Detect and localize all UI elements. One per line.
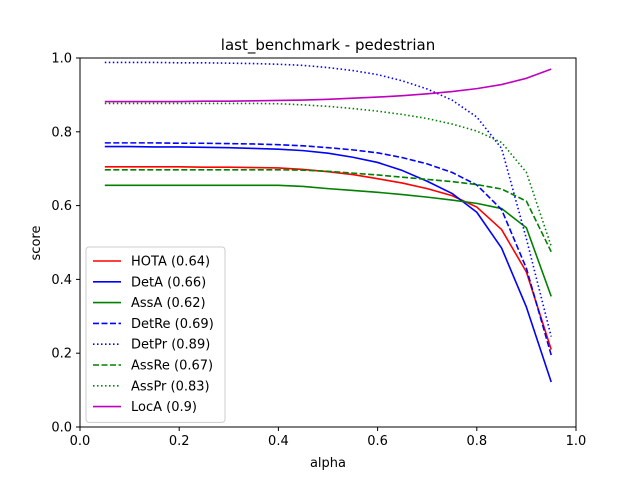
y-tick-label-5: 1.0	[51, 52, 72, 67]
y-tick-label-4: 0.8	[51, 125, 72, 140]
legend-label-0: HOTA (0.64)	[131, 255, 210, 270]
legend-box	[85, 246, 226, 423]
legend-label-4: DetPr (0.89)	[131, 338, 210, 353]
x-tick-label-5: 1.0	[566, 434, 587, 449]
x-axis-title: alpha	[310, 456, 346, 471]
series-line-5	[104, 169, 552, 253]
x-tick-label-1: 0.2	[169, 434, 190, 449]
y-axis-title: score	[29, 226, 44, 261]
y-tick-label-0: 0.0	[51, 421, 72, 436]
legend-label-5: AssRe (0.67)	[131, 359, 213, 374]
x-tick-label-3: 0.6	[367, 434, 388, 449]
y-tick-label-1: 0.2	[51, 347, 72, 362]
legend-label-7: LocA (0.9)	[131, 400, 197, 415]
y-tick-label-2: 0.4	[51, 273, 72, 288]
series-line-7	[104, 68, 552, 103]
series-line-3	[104, 142, 552, 356]
legend-label-6: AssPr (0.83)	[131, 379, 210, 394]
y-tick-label-3: 0.6	[51, 199, 72, 214]
x-tick-label-0: 0.0	[70, 434, 91, 449]
chart-title: last_benchmark - pedestrian	[221, 36, 435, 55]
legend: HOTA (0.64) DetA (0.66) AssA (0.62) DetRe (…	[85, 246, 226, 423]
x-tick-label-2: 0.4	[268, 434, 289, 449]
plot-area: 0.0 0.2 0.4 0.6 0.8 1.0 0.0 0.2 0.4 0.6 0.8 1.0 HOTA…	[51, 52, 586, 450]
axes-frame	[79, 57, 577, 428]
legend-label-3: DetRe (0.69)	[131, 317, 214, 332]
x-tick-label-4: 0.8	[466, 434, 487, 449]
series-line-2	[104, 184, 552, 297]
series-line-1	[104, 145, 552, 383]
legend-label-1: DetA (0.66)	[131, 275, 206, 290]
legend-label-2: AssA (0.62)	[131, 296, 206, 311]
